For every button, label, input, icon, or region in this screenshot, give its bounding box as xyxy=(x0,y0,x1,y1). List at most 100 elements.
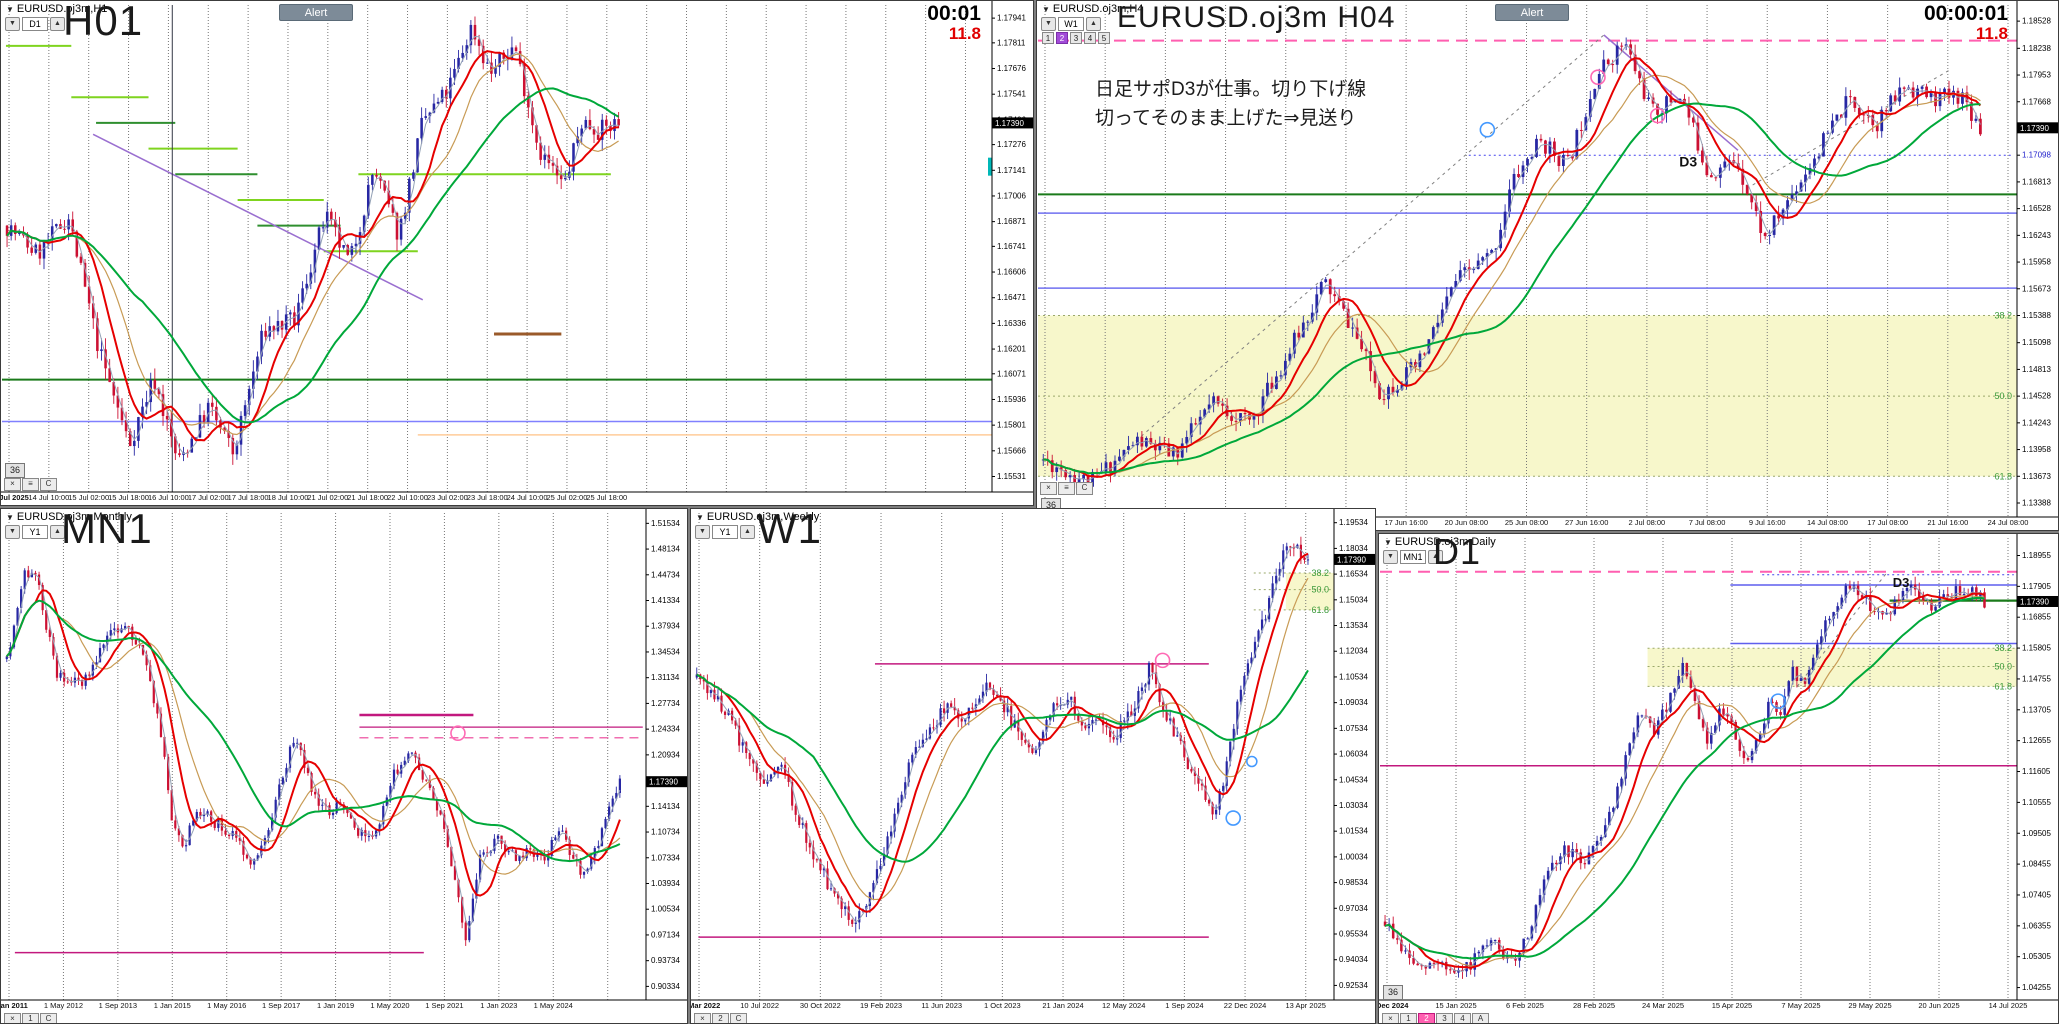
chart-canvas-h01[interactable]: 1.179411.178111.176761.175411.174061.172… xyxy=(1,1,1034,506)
timeframe-up-button[interactable]: ▲ xyxy=(50,525,65,539)
timeframe-down-button[interactable]: ▼ xyxy=(5,525,20,539)
date-axis-d1: 20 Dec 2024 15 Jan 2025 6 Feb 2025 28 Feb 2… xyxy=(1379,1001,2058,1013)
subwindow-tab[interactable]: C xyxy=(40,1013,57,1023)
subwindow-tab[interactable]: × xyxy=(1040,482,1057,495)
trendline[interactable] xyxy=(1752,70,1949,186)
price-axis-label: 1.16243 xyxy=(2022,231,2051,240)
current-price-box xyxy=(2017,595,2058,607)
price-axis-label: 1.17276 xyxy=(997,140,1026,149)
timeframe-up-button[interactable]: ▲ xyxy=(740,525,755,539)
subwindow-tab[interactable]: ≡ xyxy=(1058,482,1075,495)
date-axis-label: 1 May 2012 xyxy=(43,1001,84,1010)
timeframe-down-button[interactable]: ▼ xyxy=(1041,17,1056,31)
template-button-1[interactable]: 1 xyxy=(1042,32,1054,44)
moving-average-line xyxy=(6,53,619,436)
price-axis-label: 1.17141 xyxy=(997,166,1026,175)
template-button-4[interactable]: 4 xyxy=(1084,32,1096,44)
subwindow-tabs-d1: × 1 2 3 4 A xyxy=(1382,1013,1489,1023)
price-axis-label: 1.24334 xyxy=(651,725,680,734)
price-axis-label: 1.16741 xyxy=(997,242,1026,251)
subwindow-tab[interactable]: × xyxy=(1382,1013,1399,1023)
timeframe-selector-value[interactable]: W1 xyxy=(1058,17,1084,31)
subwindow-tab[interactable]: 1 xyxy=(22,1013,39,1023)
timeframe-selector-h04: ▼ W1 ▲ xyxy=(1041,17,1101,31)
subwindow-tab[interactable]: × xyxy=(694,1013,711,1023)
subwindow-tab[interactable]: × xyxy=(4,1013,21,1023)
date-axis-label: 10 Jul 2022 xyxy=(740,1001,780,1010)
moving-average-line xyxy=(1043,74,1981,474)
chart-canvas-mn1[interactable]: 1.51534 1.48134 1.44734 1.41334 1.37934 1.345… xyxy=(1,509,688,1024)
subwindow-tab[interactable]: A xyxy=(1472,1013,1489,1023)
current-price-value: 1.17390 xyxy=(2020,597,2049,606)
fib-percent-label: 50.0 xyxy=(1994,391,2012,401)
subwindow-tab[interactable]: ≡ xyxy=(22,478,39,491)
timeframe-down-button[interactable]: ▼ xyxy=(5,17,20,31)
chart-canvas-d1[interactable]: D3 1.18955 1.17905 1.16855 1.15805 1.14755 1.1… xyxy=(1379,534,2059,1024)
subwindow-tab[interactable]: 4 xyxy=(1454,1013,1471,1023)
subwindow-tab[interactable]: 1 xyxy=(1400,1013,1417,1023)
template-button-3[interactable]: 3 xyxy=(1070,32,1082,44)
trendline[interactable] xyxy=(1135,34,1605,442)
subwindow-tab[interactable]: 2 xyxy=(1418,1013,1435,1023)
template-button-5[interactable]: 5 xyxy=(1098,32,1110,44)
price-axis-label: 1.18528 xyxy=(2022,17,2051,26)
price-axis-label: 1.13958 xyxy=(2022,445,2051,454)
date-axis-label: 16 Jul 10:00 xyxy=(147,493,189,502)
timeframe-up-button[interactable]: ▲ xyxy=(1086,17,1101,31)
timeframe-down-button[interactable]: ▼ xyxy=(695,525,710,539)
subwindow-tab[interactable]: 3 xyxy=(1436,1013,1453,1023)
fib-percent-label: 61.8 xyxy=(1311,605,1329,615)
level-label: D3 xyxy=(1679,153,1697,169)
price-axis-label: 1.01534 xyxy=(1339,827,1368,836)
price-axis-label: 1.17006 xyxy=(997,191,1026,200)
countdown-time: 00:01 xyxy=(927,2,981,25)
price-axis-label: 0.97134 xyxy=(651,930,680,939)
fib-percent-label: 61.8 xyxy=(1994,681,2012,691)
date-axis-label: 7 Jul 08:00 xyxy=(1688,518,1726,527)
signal-circle-marker xyxy=(1649,107,1666,124)
price-axis-label: 1.03034 xyxy=(1339,801,1368,810)
price-axis-label: 1.07405 xyxy=(2022,890,2051,899)
price-axis-label: 1.13705 xyxy=(2022,705,2051,714)
date-axis-label: 17 Jun 16:00 xyxy=(1384,518,1428,527)
date-axis-label: 1 Jan 2019 xyxy=(317,1001,355,1010)
chart-canvas-w1[interactable]: 1.19534 1.18034 1.16534 1.15034 1.13534 1.120… xyxy=(691,509,1376,1024)
price-axis-label: 1.44734 xyxy=(651,570,680,579)
alert-button[interactable]: Alert xyxy=(1495,4,1569,21)
price-axis-label: 1.17668 xyxy=(2022,97,2051,106)
timeframe-up-button[interactable]: ▲ xyxy=(1428,550,1443,564)
subwindow-tab[interactable]: C xyxy=(40,478,57,491)
candle-countdown: 00:01 11.8 xyxy=(927,2,981,43)
price-axis-label: 1.16855 xyxy=(2022,613,2051,622)
moving-average-line xyxy=(1384,595,1985,967)
signal-circle-marker xyxy=(1590,69,1606,85)
price-axis-label: 1.27734 xyxy=(651,699,680,708)
subwindow-tab[interactable]: × xyxy=(4,478,21,491)
chart-canvas-h04[interactable]: D3 1.18528 1.18238 1.17953 1.17668 1.17098 1.1… xyxy=(1037,1,2059,531)
trendline[interactable] xyxy=(92,133,424,301)
price-axis-label: 1.18034 xyxy=(1339,544,1368,553)
price-axis-label: 1.09034 xyxy=(1339,698,1368,707)
alert-button[interactable]: Alert xyxy=(279,4,353,21)
moving-average-line xyxy=(6,87,620,424)
timeframe-selector-value[interactable]: Y1 xyxy=(712,525,738,539)
current-price-box xyxy=(646,776,687,788)
template-button-2[interactable]: 2 xyxy=(1056,32,1068,44)
subwindow-tab[interactable]: C xyxy=(730,1013,747,1023)
subwindow-tab[interactable]: 2 xyxy=(712,1013,729,1023)
timeframe-selector-value[interactable]: MN1 xyxy=(1400,550,1426,564)
price-axis-label: 1.00034 xyxy=(1339,852,1368,861)
date-axis-label: 1 Sep 2021 xyxy=(425,1001,464,1010)
price-axis-label: 1.17953 xyxy=(2022,71,2051,80)
moving-average-line xyxy=(1384,592,1985,969)
price-axis-label: 1.13388 xyxy=(2022,499,2051,508)
price-axis-label: 0.98534 xyxy=(1339,878,1368,887)
price-axis-label: 1.17541 xyxy=(997,90,1026,99)
timeframe-selector-value[interactable]: Y1 xyxy=(22,525,48,539)
subwindow-tab[interactable]: C xyxy=(1076,482,1093,495)
subwindow-tabs-h04: × ≡ C xyxy=(1040,482,1093,495)
price-axis-label: 1.16528 xyxy=(2022,204,2051,213)
timeframe-selector-value[interactable]: D1 xyxy=(22,17,48,31)
timeframe-down-button[interactable]: ▼ xyxy=(1383,550,1398,564)
timeframe-up-button[interactable]: ▲ xyxy=(50,17,65,31)
